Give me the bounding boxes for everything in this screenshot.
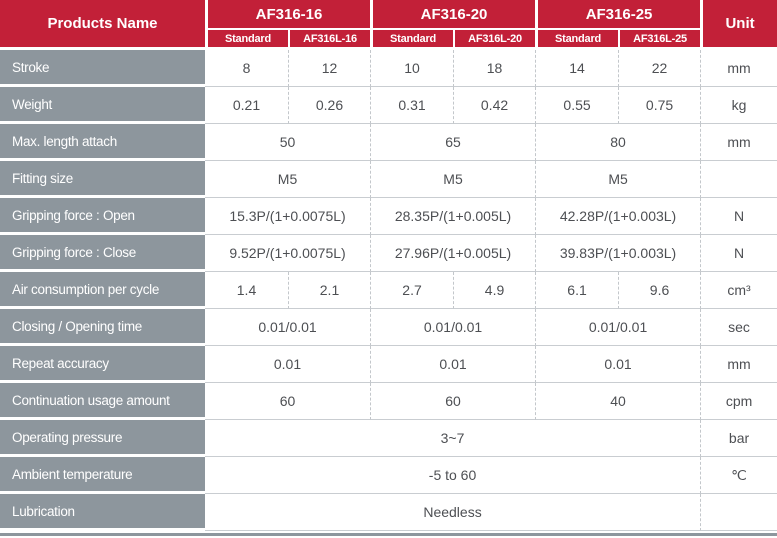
table-row: Continuation usage amount 60 60 40 cpm bbox=[0, 383, 777, 420]
row-label: Max. length attach bbox=[0, 124, 205, 161]
row-label: Repeat accuracy bbox=[0, 346, 205, 383]
unit-cell: N bbox=[700, 198, 777, 235]
unit-cell: N bbox=[700, 235, 777, 272]
value-cell: 8 bbox=[205, 50, 288, 87]
unit-header: Unit bbox=[700, 0, 777, 50]
unit-cell: mm bbox=[700, 50, 777, 87]
table-row: Gripping force : Open 15.3P/(1+0.0075L) 28… bbox=[0, 198, 777, 235]
value-cell: 0.01/0.01 bbox=[205, 309, 371, 346]
spec-table-body: Stroke 8 12 10 18 14 22 mm Weight 0.21 0.26 0.31 0.4… bbox=[0, 50, 777, 531]
value-cell: 2.1 bbox=[288, 272, 371, 309]
value-cell: 40 bbox=[535, 383, 701, 420]
group-header-af316-16: AF316-16 bbox=[205, 0, 371, 30]
table-bottom-border bbox=[0, 533, 777, 536]
value-cell: 0.26 bbox=[288, 87, 371, 124]
row-label: Lubrication bbox=[0, 494, 205, 531]
spec-table-header: Products Name AF316-16 AF316-20 AF316-25… bbox=[0, 0, 777, 50]
value-cell: 42.28P/(1+0.003L) bbox=[535, 198, 701, 235]
group-header-af316-25: AF316-25 bbox=[535, 0, 701, 30]
value-cell: 0.31 bbox=[370, 87, 454, 124]
value-cell: M5 bbox=[370, 161, 536, 198]
value-cell: 18 bbox=[453, 50, 536, 87]
unit-cell: ℃ bbox=[700, 457, 777, 494]
row-label: Stroke bbox=[0, 50, 205, 87]
unit-cell bbox=[700, 494, 777, 531]
value-cell: 65 bbox=[370, 124, 536, 161]
value-cell: 60 bbox=[205, 383, 371, 420]
table-row: Fitting size M5 M5 M5 bbox=[0, 161, 777, 198]
row-label: Gripping force : Open bbox=[0, 198, 205, 235]
value-cell: 0.01 bbox=[535, 346, 701, 383]
value-cell: 4.9 bbox=[453, 272, 536, 309]
value-cell: -5 to 60 bbox=[205, 457, 701, 494]
subheader-standard-20: Standard bbox=[370, 30, 454, 50]
row-label: Gripping force : Close bbox=[0, 235, 205, 272]
group-header-af316-20: AF316-20 bbox=[370, 0, 536, 30]
row-label: Ambient temperature bbox=[0, 457, 205, 494]
table-row: Ambient temperature -5 to 60 ℃ bbox=[0, 457, 777, 494]
unit-cell: cpm bbox=[700, 383, 777, 420]
unit-cell: bar bbox=[700, 420, 777, 457]
value-cell: 60 bbox=[370, 383, 536, 420]
subheader-standard-25: Standard bbox=[535, 30, 619, 50]
table-row: Operating pressure 3~7 bar bbox=[0, 420, 777, 457]
value-cell: 28.35P/(1+0.005L) bbox=[370, 198, 536, 235]
value-cell: 0.42 bbox=[453, 87, 536, 124]
value-cell: 27.96P/(1+0.005L) bbox=[370, 235, 536, 272]
row-label: Continuation usage amount bbox=[0, 383, 205, 420]
value-cell: 0.01 bbox=[370, 346, 536, 383]
unit-cell: mm bbox=[700, 124, 777, 161]
value-cell: M5 bbox=[535, 161, 701, 198]
value-cell: 12 bbox=[288, 50, 371, 87]
row-label: Air consumption per cycle bbox=[0, 272, 205, 309]
table-row: Air consumption per cycle 1.4 2.1 2.7 4.9 6.1… bbox=[0, 272, 777, 309]
table-row: Repeat accuracy 0.01 0.01 0.01 mm bbox=[0, 346, 777, 383]
value-cell: Needless bbox=[205, 494, 701, 531]
value-cell: 2.7 bbox=[370, 272, 454, 309]
table-row: Closing / Opening time 0.01/0.01 0.01/0.01… bbox=[0, 309, 777, 346]
table-row: Stroke 8 12 10 18 14 22 mm bbox=[0, 50, 777, 87]
value-cell: 50 bbox=[205, 124, 371, 161]
value-cell: 9.52P/(1+0.0075L) bbox=[205, 235, 371, 272]
value-cell: 0.01/0.01 bbox=[535, 309, 701, 346]
subheader-long-20: AF316L-20 bbox=[453, 30, 536, 50]
value-cell: 14 bbox=[535, 50, 619, 87]
value-cell: 10 bbox=[370, 50, 454, 87]
subheader-long-16: AF316L-16 bbox=[288, 30, 371, 50]
value-cell: 3~7 bbox=[205, 420, 701, 457]
table-row: Max. length attach 50 65 80 mm bbox=[0, 124, 777, 161]
value-cell: 0.01/0.01 bbox=[370, 309, 536, 346]
unit-cell: sec bbox=[700, 309, 777, 346]
value-cell: 22 bbox=[618, 50, 701, 87]
unit-cell bbox=[700, 161, 777, 198]
value-cell: M5 bbox=[205, 161, 371, 198]
value-cell: 0.01 bbox=[205, 346, 371, 383]
table-row: Gripping force : Close 9.52P/(1+0.0075L) 2… bbox=[0, 235, 777, 272]
header-row-groups: Products Name AF316-16 AF316-20 AF316-25… bbox=[0, 0, 777, 50]
value-cell: 39.83P/(1+0.003L) bbox=[535, 235, 701, 272]
value-cell: 80 bbox=[535, 124, 701, 161]
value-cell: 0.21 bbox=[205, 87, 288, 124]
value-cell: 6.1 bbox=[535, 272, 619, 309]
unit-cell: mm bbox=[700, 346, 777, 383]
subheader-long-25: AF316L-25 bbox=[618, 30, 701, 50]
row-label: Weight bbox=[0, 87, 205, 124]
unit-cell: cm³ bbox=[700, 272, 777, 309]
value-cell: 0.55 bbox=[535, 87, 619, 124]
unit-cell: kg bbox=[700, 87, 777, 124]
row-label: Closing / Opening time bbox=[0, 309, 205, 346]
table-row: Lubrication Needless bbox=[0, 494, 777, 531]
row-label: Fitting size bbox=[0, 161, 205, 198]
value-cell: 9.6 bbox=[618, 272, 701, 309]
row-label: Operating pressure bbox=[0, 420, 205, 457]
header-row-variants: Standard AF316L-16 Standard AF316L-20 St… bbox=[0, 30, 777, 50]
products-name-header: Products Name bbox=[0, 0, 205, 50]
value-cell: 15.3P/(1+0.0075L) bbox=[205, 198, 371, 235]
value-cell: 1.4 bbox=[205, 272, 288, 309]
table-row: Weight 0.21 0.26 0.31 0.42 0.55 0.75 kg bbox=[0, 87, 777, 124]
value-cell: 0.75 bbox=[618, 87, 701, 124]
subheader-standard-16: Standard bbox=[205, 30, 288, 50]
